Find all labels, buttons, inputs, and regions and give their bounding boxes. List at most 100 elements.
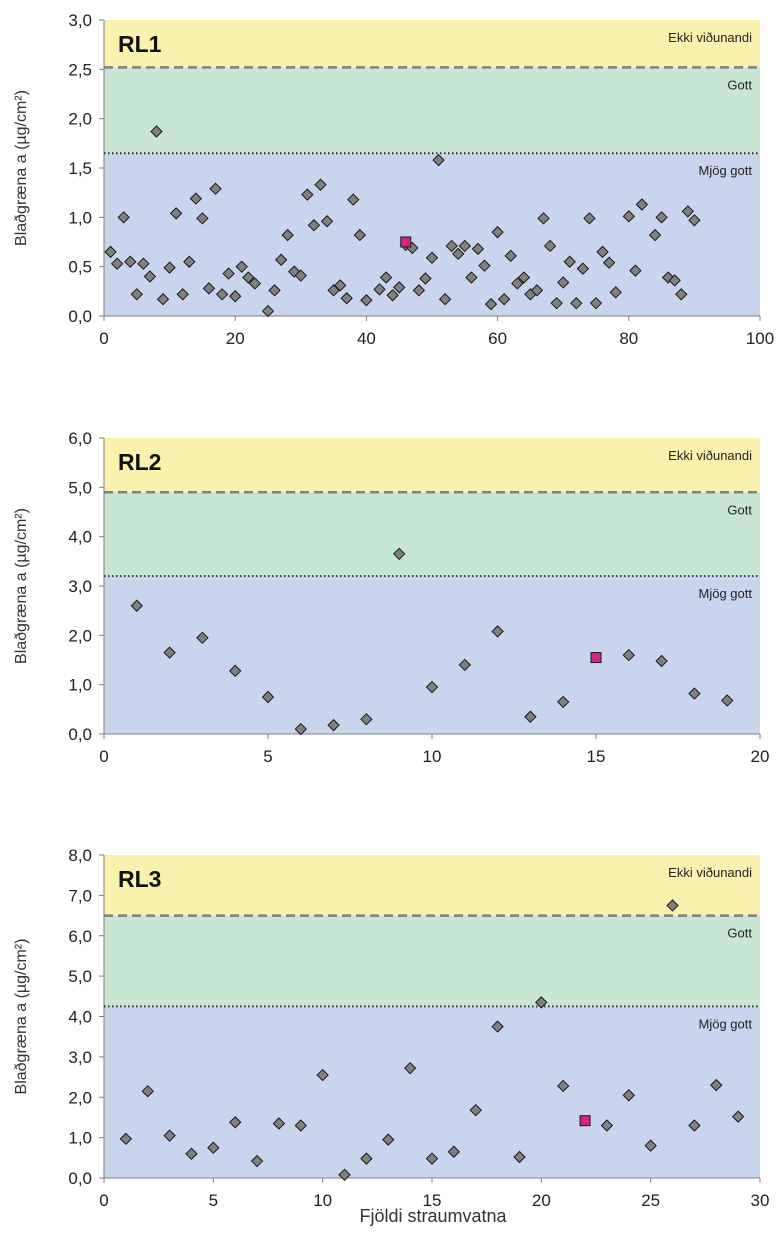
x-tick-label: 0 <box>99 1191 108 1210</box>
zone-label: Mjög gott <box>699 586 753 601</box>
data-point <box>209 182 222 195</box>
data-point <box>327 718 340 732</box>
data-point <box>681 205 695 218</box>
data-point <box>666 899 679 912</box>
data-point <box>688 214 701 227</box>
data-point <box>119 1132 133 1146</box>
x-axis-label: Fjöldi straumvatna <box>359 1206 507 1226</box>
data-point <box>452 247 465 261</box>
y-tick-label: 0,0 <box>68 725 92 744</box>
data-point <box>622 1089 636 1102</box>
data-point <box>124 255 137 268</box>
x-tick-label: 20 <box>226 329 245 348</box>
y-axis-label: Blaðgræna a (µg/cm²) <box>13 508 30 664</box>
data-point <box>281 228 294 242</box>
zone-band <box>104 438 760 493</box>
data-point <box>425 1152 439 1165</box>
data-point <box>301 188 314 201</box>
y-tick-label: 6,0 <box>68 429 92 448</box>
y-tick-label: 4,0 <box>68 1008 92 1027</box>
highlight-point <box>400 236 412 248</box>
data-point <box>609 286 622 299</box>
data-point <box>307 219 321 232</box>
data-point <box>392 547 406 561</box>
zone-label: Ekki viðunandi <box>668 865 752 880</box>
x-tick-label: 25 <box>641 1191 660 1210</box>
data-point <box>425 680 439 694</box>
data-point <box>497 293 511 306</box>
panel-title: RL3 <box>118 866 161 892</box>
x-tick-label: 80 <box>619 329 638 348</box>
data-point <box>576 262 590 275</box>
x-tick-label: 60 <box>488 329 507 348</box>
x-tick-label: 10 <box>313 1191 332 1210</box>
data-point <box>445 239 458 253</box>
data-point <box>543 239 557 253</box>
data-point <box>458 658 472 672</box>
y-tick-label: 0,5 <box>68 258 92 277</box>
data-point <box>550 296 563 310</box>
y-tick-label: 2,0 <box>68 626 92 645</box>
data-point <box>320 215 334 228</box>
y-tick-label: 1,5 <box>68 159 92 178</box>
y-tick-label: 1,0 <box>68 676 92 695</box>
zone-band <box>104 153 760 316</box>
zone-band <box>104 915 760 1007</box>
x-tick-label: 0 <box>99 747 108 766</box>
data-point <box>117 211 130 224</box>
y-tick-label: 2,5 <box>68 60 92 79</box>
data-point <box>373 283 386 296</box>
x-tick-label: 5 <box>263 747 272 766</box>
data-point <box>207 1141 220 1154</box>
y-tick-label: 6,0 <box>68 927 92 946</box>
x-tick-label: 20 <box>532 1191 551 1210</box>
data-point <box>250 1154 264 1168</box>
data-point <box>668 274 681 287</box>
data-point <box>130 288 144 301</box>
data-point <box>425 251 439 264</box>
zone-label: Gott <box>727 926 752 941</box>
x-tick-label: 15 <box>423 1191 442 1210</box>
data-point <box>294 1119 308 1132</box>
x-tick-label: 30 <box>751 1191 770 1210</box>
y-tick-label: 4,0 <box>68 528 92 547</box>
data-point <box>622 648 636 662</box>
data-point <box>202 282 216 295</box>
data-point <box>537 212 550 225</box>
data-point <box>438 293 452 306</box>
data-point <box>465 271 478 284</box>
x-tick-label: 100 <box>746 329 774 348</box>
data-point <box>137 257 150 270</box>
data-point <box>274 253 288 266</box>
data-point <box>176 288 189 301</box>
data-point <box>517 271 531 284</box>
data-point <box>556 695 570 709</box>
y-tick-label: 3,0 <box>68 1048 92 1067</box>
y-tick-label: 0,0 <box>68 307 92 326</box>
data-point <box>556 276 570 289</box>
data-point <box>163 1129 176 1142</box>
y-tick-label: 5,0 <box>68 967 92 986</box>
data-point <box>403 1061 417 1075</box>
y-tick-label: 2,0 <box>68 110 92 129</box>
data-point <box>469 1103 482 1117</box>
x-tick-label: 0 <box>99 329 108 348</box>
panel-title: RL2 <box>118 449 161 475</box>
data-point <box>189 192 203 205</box>
y-tick-label: 1,0 <box>68 1129 92 1148</box>
data-point <box>110 257 124 270</box>
data-point <box>412 284 426 297</box>
data-point <box>340 292 353 305</box>
data-point <box>248 277 262 290</box>
x-tick-label: 40 <box>357 329 376 348</box>
zone-band <box>104 492 760 577</box>
data-point <box>524 710 537 723</box>
data-point <box>360 712 373 726</box>
data-point <box>622 210 636 223</box>
zone-band <box>104 576 760 734</box>
data-point <box>169 207 183 220</box>
chart-panel-rl3: Ekki viðunandi Gott Mjög gott RL3 0,0 1,0 2,0 3… <box>13 846 769 1210</box>
data-point <box>491 625 504 638</box>
y-axis-label: Blaðgræna a (µg/cm²) <box>13 90 30 246</box>
